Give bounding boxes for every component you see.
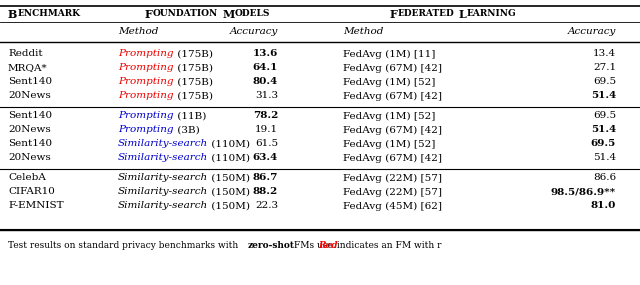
Text: FedAvg (1M) [52]: FedAvg (1M) [52]: [343, 111, 435, 121]
Text: Red: Red: [318, 241, 337, 249]
Text: Prompting: Prompting: [118, 125, 173, 135]
Text: 98.5/86.9**: 98.5/86.9**: [551, 188, 616, 196]
Text: (175B): (175B): [173, 78, 212, 87]
Text: 27.1: 27.1: [593, 64, 616, 72]
Text: 78.2: 78.2: [253, 111, 278, 121]
Text: B: B: [8, 9, 17, 19]
Text: FMs use.: FMs use.: [291, 241, 339, 249]
Text: Similarity-search: Similarity-search: [118, 201, 208, 211]
Text: Accuracy: Accuracy: [230, 27, 278, 36]
Text: 13.6: 13.6: [253, 50, 278, 58]
Text: Similarity-search: Similarity-search: [118, 174, 208, 182]
Text: Method: Method: [118, 27, 158, 36]
Text: FedAvg (67M) [42]: FedAvg (67M) [42]: [343, 64, 442, 73]
Text: Accuracy: Accuracy: [568, 27, 616, 36]
Text: 51.4: 51.4: [591, 91, 616, 101]
Text: 69.5: 69.5: [591, 139, 616, 148]
Text: F: F: [145, 9, 153, 19]
Text: EARNING: EARNING: [467, 9, 516, 19]
Text: (3B): (3B): [173, 125, 199, 135]
Text: FedAvg (1M) [11]: FedAvg (1M) [11]: [343, 49, 435, 58]
Text: 80.4: 80.4: [253, 78, 278, 87]
Text: 86.7: 86.7: [253, 174, 278, 182]
Text: EDERATED: EDERATED: [398, 9, 454, 19]
Text: FedAvg (22M) [57]: FedAvg (22M) [57]: [343, 188, 442, 197]
Text: 63.4: 63.4: [253, 154, 278, 162]
Text: indicates an FM with r: indicates an FM with r: [334, 241, 442, 249]
Text: (150M): (150M): [208, 188, 250, 196]
Text: Similarity-search: Similarity-search: [118, 139, 208, 148]
Text: Sent140: Sent140: [8, 111, 52, 121]
Text: Similarity-search: Similarity-search: [118, 154, 208, 162]
Text: OUNDATION: OUNDATION: [153, 9, 218, 19]
Text: CIFAR10: CIFAR10: [8, 188, 55, 196]
Text: (175B): (175B): [173, 50, 212, 58]
Text: 51.4: 51.4: [593, 154, 616, 162]
Text: 20News: 20News: [8, 154, 51, 162]
Text: 31.3: 31.3: [255, 91, 278, 101]
Text: (150M): (150M): [208, 201, 250, 211]
Text: Method: Method: [343, 27, 383, 36]
Text: (175B): (175B): [173, 64, 212, 72]
Text: FedAvg (67M) [42]: FedAvg (67M) [42]: [343, 91, 442, 101]
Text: ENCHMARK: ENCHMARK: [17, 9, 81, 19]
Text: 19.1: 19.1: [255, 125, 278, 135]
Text: ODELS: ODELS: [234, 9, 270, 19]
Text: Similarity-search: Similarity-search: [118, 188, 208, 196]
Text: 69.5: 69.5: [593, 78, 616, 87]
Text: Prompting: Prompting: [118, 50, 173, 58]
Text: Prompting: Prompting: [118, 91, 173, 101]
Text: M: M: [222, 9, 234, 19]
Text: 51.4: 51.4: [591, 125, 616, 135]
Text: Test results on standard privacy benchmarks with: Test results on standard privacy benchma…: [8, 241, 241, 249]
Text: 13.4: 13.4: [593, 50, 616, 58]
Text: 69.5: 69.5: [593, 111, 616, 121]
Text: Sent140: Sent140: [8, 139, 52, 148]
Text: FedAvg (22M) [57]: FedAvg (22M) [57]: [343, 174, 442, 183]
Text: 20News: 20News: [8, 125, 51, 135]
Text: F-EMNIST: F-EMNIST: [8, 201, 63, 211]
Text: FedAvg (45M) [62]: FedAvg (45M) [62]: [343, 201, 442, 211]
Text: 22.3: 22.3: [255, 201, 278, 211]
Text: FedAvg (1M) [52]: FedAvg (1M) [52]: [343, 139, 435, 148]
Text: (11B): (11B): [173, 111, 206, 121]
Text: 20News: 20News: [8, 91, 51, 101]
Text: Reddit: Reddit: [8, 50, 43, 58]
Text: (175B): (175B): [173, 91, 212, 101]
Text: FedAvg (1M) [52]: FedAvg (1M) [52]: [343, 78, 435, 87]
Text: 88.2: 88.2: [253, 188, 278, 196]
Text: MRQA*: MRQA*: [8, 64, 47, 72]
Text: 81.0: 81.0: [591, 201, 616, 211]
Text: FedAvg (67M) [42]: FedAvg (67M) [42]: [343, 153, 442, 162]
Text: F: F: [390, 9, 398, 19]
Text: (150M): (150M): [208, 174, 250, 182]
Text: 61.5: 61.5: [255, 139, 278, 148]
Text: (110M): (110M): [208, 154, 250, 162]
Text: Prompting: Prompting: [118, 64, 173, 72]
Text: 86.6: 86.6: [593, 174, 616, 182]
Text: L: L: [459, 9, 467, 19]
Text: Prompting: Prompting: [118, 78, 173, 87]
Text: (110M): (110M): [208, 139, 250, 148]
Text: Sent140: Sent140: [8, 78, 52, 87]
Text: zero-shot: zero-shot: [248, 241, 295, 249]
Text: CelebA: CelebA: [8, 174, 46, 182]
Text: FedAvg (67M) [42]: FedAvg (67M) [42]: [343, 125, 442, 135]
Text: Prompting: Prompting: [118, 111, 173, 121]
Text: 64.1: 64.1: [253, 64, 278, 72]
